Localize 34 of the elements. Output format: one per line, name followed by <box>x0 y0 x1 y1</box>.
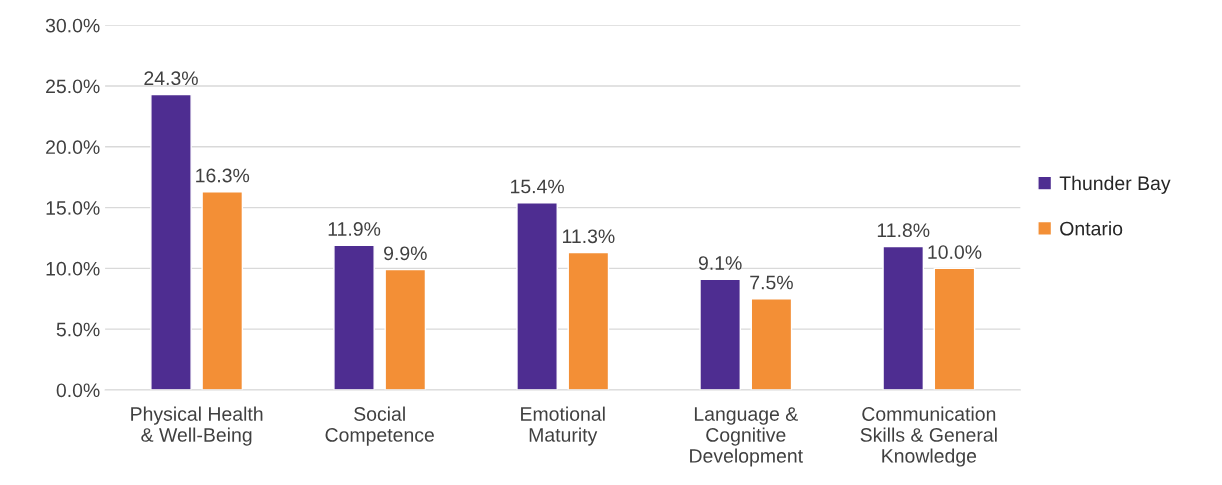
x-tick-label: Language & Cognitive Development <box>690 407 803 467</box>
legend-label: Ontario <box>1060 221 1123 236</box>
bar <box>384 268 427 390</box>
bar <box>201 191 244 390</box>
y-tick-label: 15.0% <box>46 201 100 215</box>
bar <box>882 245 925 390</box>
data-label: 11.8% <box>877 223 930 238</box>
y-tick-label: 0.0% <box>56 383 100 398</box>
y-tick-label: 5.0% <box>56 322 100 337</box>
x-tick-label: Emotional Maturity <box>521 406 605 446</box>
x-tick-label: Social Competence <box>325 406 434 446</box>
bar <box>750 298 793 390</box>
bar <box>516 202 558 390</box>
data-label: 9.1% <box>698 256 742 270</box>
bar <box>150 93 192 390</box>
data-label: 24.3% <box>144 71 198 86</box>
x-tick-label: Physical Health & Well-Being <box>131 406 263 446</box>
x-tick-label: Communication Skills & General Knowledge <box>860 406 997 467</box>
data-label: 7.5% <box>750 275 793 290</box>
bar <box>333 244 375 390</box>
y-tick-label: 25.0% <box>46 79 100 94</box>
bar <box>567 251 610 390</box>
y-tick-label: 10.0% <box>46 261 100 276</box>
data-label: 10.0% <box>928 245 982 259</box>
data-label: 11.9% <box>328 222 381 236</box>
data-label: 9.9% <box>384 246 427 261</box>
data-label: 11.3% <box>562 229 615 244</box>
y-tick-label: 20.0% <box>46 140 100 155</box>
data-label: 15.4% <box>511 179 564 194</box>
bar <box>933 267 976 390</box>
legend-label: Thunder Bay <box>1059 175 1171 194</box>
data-label: 16.3% <box>196 168 250 183</box>
y-tick-label: 30.0% <box>45 18 100 33</box>
bar <box>699 278 741 390</box>
